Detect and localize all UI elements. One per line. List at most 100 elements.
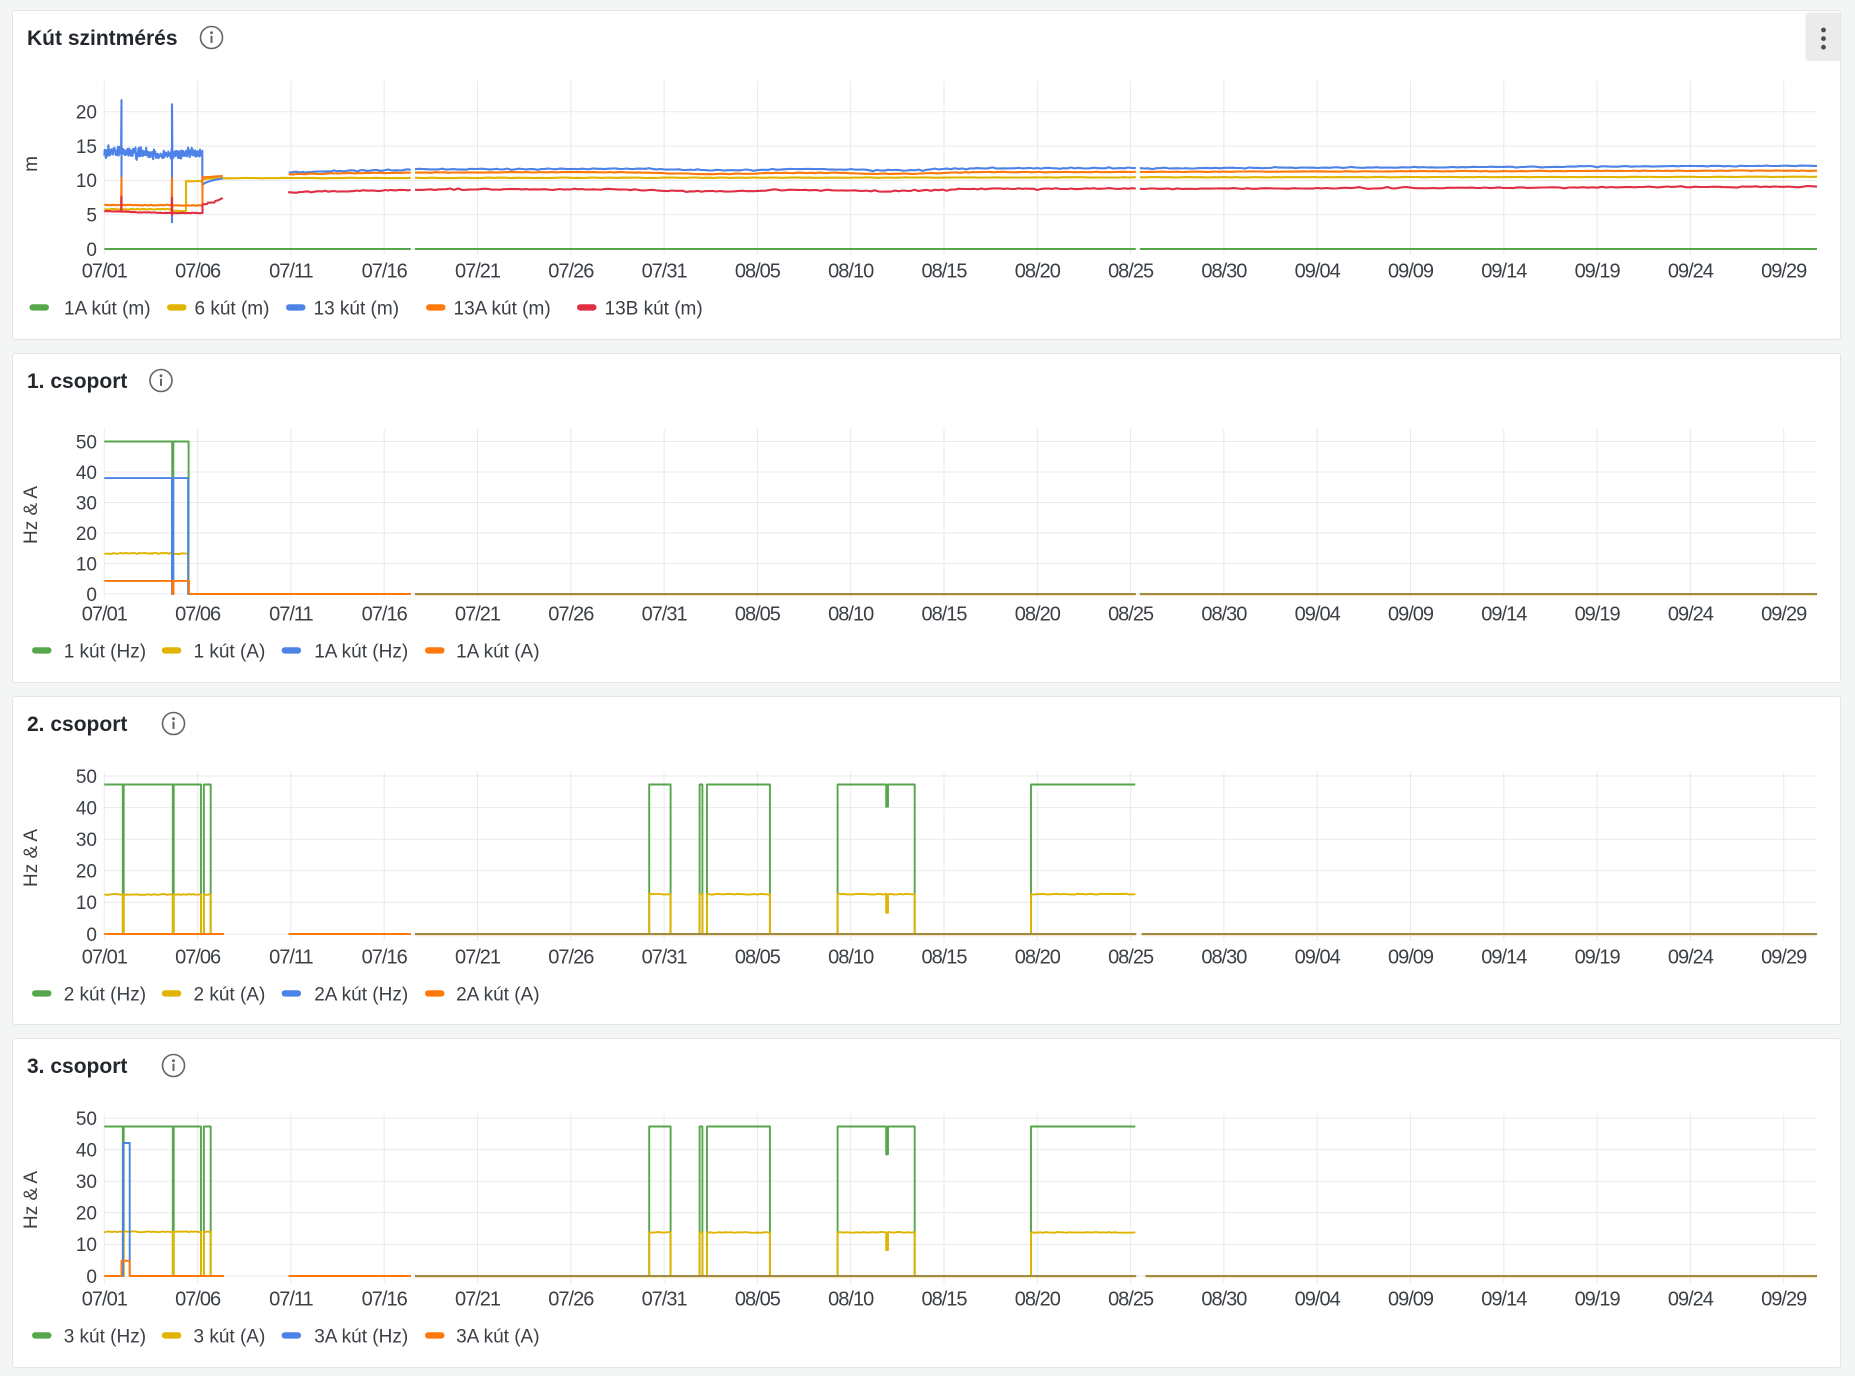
svg-text:09/29: 09/29 <box>1761 1289 1807 1311</box>
svg-text:07/26: 07/26 <box>548 946 594 968</box>
svg-text:08/15: 08/15 <box>921 1289 967 1311</box>
svg-text:09/19: 09/19 <box>1575 946 1621 968</box>
svg-text:1 kút (Hz): 1 kút (Hz) <box>64 642 146 663</box>
svg-text:09/29: 09/29 <box>1761 946 1807 968</box>
svg-text:10: 10 <box>76 1235 97 1256</box>
svg-text:0: 0 <box>86 585 97 606</box>
svg-text:1A kút (Hz): 1A kút (Hz) <box>314 642 408 663</box>
svg-text:07/11: 07/11 <box>269 946 313 968</box>
svg-text:Kút szintmérés: Kút szintmérés <box>27 27 178 50</box>
svg-text:20: 20 <box>76 861 97 882</box>
svg-text:3A kút (A): 3A kút (A) <box>456 1327 539 1348</box>
svg-text:09/14: 09/14 <box>1481 604 1527 626</box>
svg-text:09/19: 09/19 <box>1575 604 1621 626</box>
svg-text:20: 20 <box>76 524 97 545</box>
svg-text:08/25: 08/25 <box>1108 604 1154 626</box>
svg-text:08/15: 08/15 <box>921 604 967 626</box>
svg-text:07/11: 07/11 <box>269 604 313 626</box>
svg-text:07/31: 07/31 <box>642 261 688 283</box>
svg-text:2A kút (Hz): 2A kút (Hz) <box>314 984 408 1005</box>
svg-text:07/21: 07/21 <box>455 261 501 283</box>
svg-text:3 kút (A): 3 kút (A) <box>194 1327 266 1348</box>
svg-text:09/19: 09/19 <box>1575 1289 1621 1311</box>
svg-text:09/29: 09/29 <box>1761 604 1807 626</box>
svg-text:40: 40 <box>76 798 97 819</box>
svg-text:Hz & A: Hz & A <box>21 486 42 544</box>
svg-text:07/06: 07/06 <box>175 1289 221 1311</box>
svg-text:2 kút (Hz): 2 kút (Hz) <box>64 984 146 1005</box>
svg-text:07/31: 07/31 <box>642 604 688 626</box>
svg-text:07/16: 07/16 <box>362 1289 408 1311</box>
svg-text:07/21: 07/21 <box>455 604 501 626</box>
svg-text:08/10: 08/10 <box>828 946 874 968</box>
svg-text:09/24: 09/24 <box>1668 261 1714 283</box>
svg-text:07/16: 07/16 <box>362 604 408 626</box>
svg-text:15: 15 <box>76 137 97 158</box>
svg-text:08/30: 08/30 <box>1201 1289 1247 1311</box>
svg-text:08/05: 08/05 <box>735 946 781 968</box>
svg-text:50: 50 <box>76 1109 97 1130</box>
svg-text:08/30: 08/30 <box>1201 604 1247 626</box>
svg-text:50: 50 <box>76 766 97 787</box>
svg-text:m: m <box>21 156 42 172</box>
svg-text:1A kút (A): 1A kút (A) <box>456 642 539 663</box>
svg-text:1 kút (A): 1 kút (A) <box>194 642 266 663</box>
svg-text:0: 0 <box>86 1267 97 1288</box>
svg-text:13A kút (m): 13A kút (m) <box>454 299 551 320</box>
svg-text:10: 10 <box>76 171 97 192</box>
svg-text:08/25: 08/25 <box>1108 946 1154 968</box>
svg-text:07/31: 07/31 <box>642 1289 688 1311</box>
svg-text:09/24: 09/24 <box>1668 1289 1714 1311</box>
svg-text:07/01: 07/01 <box>82 604 128 626</box>
svg-text:40: 40 <box>76 463 97 484</box>
svg-text:07/16: 07/16 <box>362 261 408 283</box>
svg-text:08/20: 08/20 <box>1015 1289 1061 1311</box>
svg-text:30: 30 <box>76 493 97 514</box>
svg-text:08/10: 08/10 <box>828 261 874 283</box>
svg-text:09/04: 09/04 <box>1295 1289 1341 1311</box>
svg-text:10: 10 <box>76 893 97 914</box>
svg-text:13B kút (m): 13B kút (m) <box>605 299 703 320</box>
svg-text:08/20: 08/20 <box>1015 261 1061 283</box>
svg-text:07/11: 07/11 <box>269 1289 313 1311</box>
svg-text:20: 20 <box>76 103 97 124</box>
svg-text:09/04: 09/04 <box>1295 604 1341 626</box>
svg-text:09/14: 09/14 <box>1481 946 1527 968</box>
svg-text:07/06: 07/06 <box>175 261 221 283</box>
svg-text:08/15: 08/15 <box>921 261 967 283</box>
svg-text:07/21: 07/21 <box>455 1289 501 1311</box>
svg-text:2A kút (A): 2A kút (A) <box>456 984 539 1005</box>
svg-text:09/29: 09/29 <box>1761 261 1807 283</box>
svg-text:0: 0 <box>86 924 97 945</box>
svg-text:08/30: 08/30 <box>1201 261 1247 283</box>
svg-text:08/25: 08/25 <box>1108 261 1154 283</box>
svg-text:Hz & A: Hz & A <box>21 828 42 886</box>
svg-text:09/14: 09/14 <box>1481 1289 1527 1311</box>
svg-text:13 kút (m): 13 kút (m) <box>314 299 400 320</box>
svg-text:40: 40 <box>76 1140 97 1161</box>
svg-text:07/06: 07/06 <box>175 946 221 968</box>
svg-text:08/30: 08/30 <box>1201 946 1247 968</box>
svg-text:09/09: 09/09 <box>1388 1289 1434 1311</box>
svg-text:08/10: 08/10 <box>828 1289 874 1311</box>
svg-text:2. csoport: 2. csoport <box>27 713 127 736</box>
svg-text:07/26: 07/26 <box>548 1289 594 1311</box>
svg-text:07/01: 07/01 <box>82 261 128 283</box>
svg-text:07/31: 07/31 <box>642 946 688 968</box>
svg-text:09/19: 09/19 <box>1575 261 1621 283</box>
svg-text:08/10: 08/10 <box>828 604 874 626</box>
svg-text:08/05: 08/05 <box>735 1289 781 1311</box>
svg-text:09/04: 09/04 <box>1295 946 1341 968</box>
svg-text:6 kút (m): 6 kút (m) <box>195 299 270 320</box>
svg-text:3 kút (Hz): 3 kút (Hz) <box>64 1327 146 1348</box>
svg-text:09/24: 09/24 <box>1668 946 1714 968</box>
svg-text:07/01: 07/01 <box>82 946 128 968</box>
svg-text:09/04: 09/04 <box>1295 261 1341 283</box>
svg-text:07/11: 07/11 <box>269 261 313 283</box>
svg-text:09/14: 09/14 <box>1481 261 1527 283</box>
svg-text:08/05: 08/05 <box>735 604 781 626</box>
svg-text:07/06: 07/06 <box>175 604 221 626</box>
svg-text:0: 0 <box>86 240 97 261</box>
svg-text:07/16: 07/16 <box>362 946 408 968</box>
svg-text:50: 50 <box>76 432 97 453</box>
